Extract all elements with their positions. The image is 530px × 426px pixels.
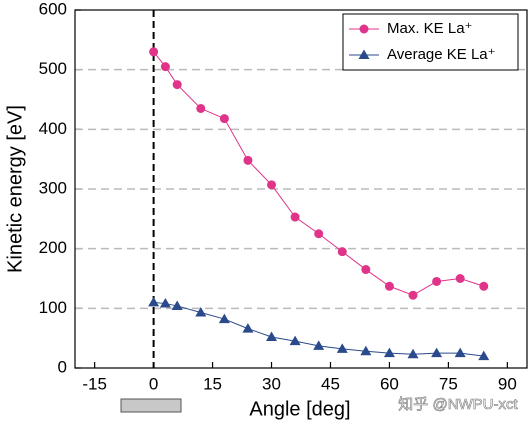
marker — [432, 276, 442, 286]
y-tick-label: 400 — [39, 119, 67, 138]
y-axis-title: Kinetic energy [eV] — [4, 105, 26, 273]
marker — [219, 114, 229, 124]
marker — [218, 313, 230, 324]
marker — [479, 281, 489, 291]
marker — [242, 323, 254, 333]
marker — [336, 343, 348, 353]
marker — [313, 340, 325, 350]
marker — [160, 62, 170, 72]
legend-box — [342, 13, 519, 71]
marker — [159, 298, 171, 308]
y-tick-label: 500 — [39, 59, 67, 78]
plot-frame — [74, 9, 528, 369]
marker — [171, 300, 183, 310]
marker — [314, 229, 324, 239]
y-tick-label: 300 — [39, 178, 67, 197]
marker — [243, 155, 253, 165]
marker — [149, 47, 159, 57]
x-tick-label: 90 — [498, 374, 517, 393]
marker — [266, 331, 278, 341]
marker — [361, 265, 371, 275]
marker — [384, 281, 394, 291]
x-axis-title: Angle [deg] — [249, 398, 350, 420]
marker — [196, 103, 206, 113]
marker — [358, 49, 370, 59]
marker — [383, 347, 395, 358]
legend-label: Average KE La⁺ — [387, 46, 496, 63]
x-tick-label: 75 — [439, 374, 458, 393]
marker — [195, 307, 207, 317]
marker — [359, 24, 369, 34]
y-tick-label: 600 — [39, 0, 67, 18]
x-tick-label: 45 — [321, 374, 340, 393]
y-tick-label: 200 — [39, 238, 67, 257]
y-tick-label: 0 — [58, 357, 67, 376]
angle-range-box — [120, 398, 182, 413]
marker — [478, 350, 490, 361]
x-tick-label: 0 — [149, 374, 158, 393]
marker — [148, 296, 160, 307]
marker — [267, 180, 277, 190]
x-tick-label: 30 — [262, 374, 281, 393]
marker — [454, 347, 466, 358]
marker — [455, 274, 465, 283]
marker — [407, 348, 419, 359]
watermark: 知乎 @NWPU-xct — [398, 396, 518, 413]
legend-label: Max. KE La⁺ — [387, 20, 472, 37]
x-tick-label: 15 — [203, 374, 222, 393]
marker — [408, 290, 418, 300]
marker — [337, 247, 347, 257]
marker — [431, 347, 443, 358]
x-tick-label: -15 — [82, 374, 107, 393]
x-tick-label: 60 — [380, 374, 399, 393]
y-tick-label: 100 — [39, 298, 67, 317]
series-line — [153, 51, 484, 296]
marker — [290, 212, 300, 222]
marker — [172, 80, 182, 90]
series-line — [153, 301, 484, 357]
marker — [289, 335, 301, 346]
marker — [360, 345, 372, 356]
